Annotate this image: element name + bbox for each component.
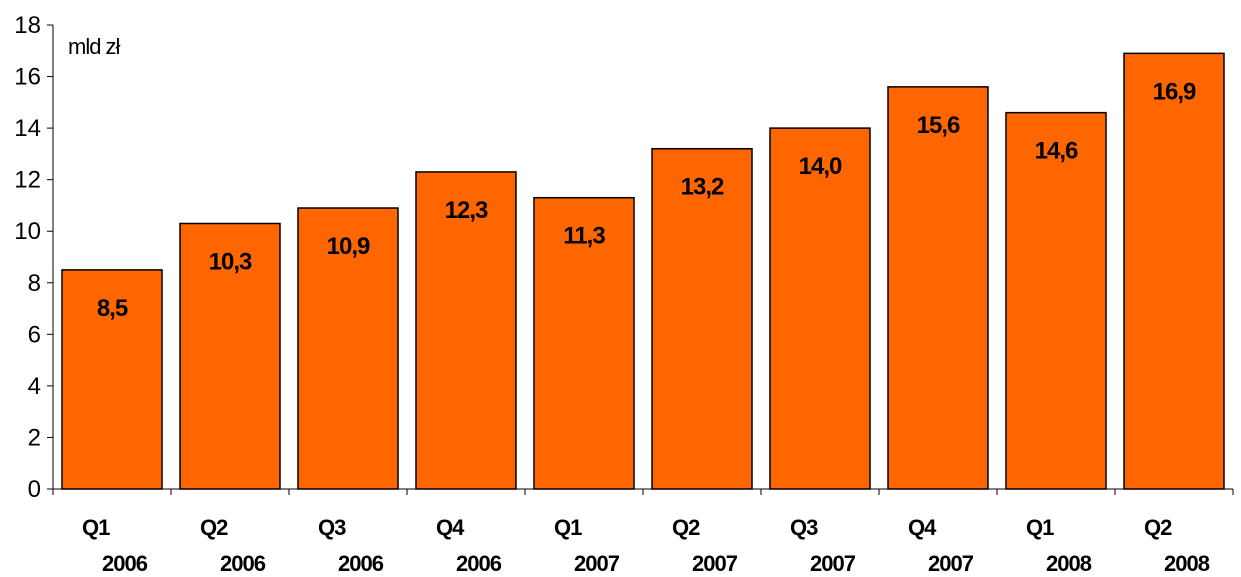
bar [297,207,399,490]
data-label: 8,5 [97,295,128,322]
data-label: 15,6 [917,112,960,139]
x-tick-label-quarter: Q1 [554,515,582,540]
x-tick-label-quarter: Q4 [436,515,465,540]
x-tick-label-quarter: Q1 [82,515,110,540]
x-tick-label-year: 2006 [338,551,384,576]
data-label: 16,9 [1153,78,1196,105]
y-tick-label: 2 [28,424,41,451]
x-axis: Q1 2006 Q2 2006 Q3 2006 Q4 2006 Q1 2007 Q2 2007 Q3 20… [52,488,1234,576]
x-tick-label-quarter: Q2 [200,515,228,540]
bar [1123,52,1225,490]
y-tick-label: 16 [14,64,41,91]
bars [61,52,1225,490]
bar [1005,111,1107,490]
x-tick-label-year: 2007 [574,551,620,576]
bar [887,86,989,490]
x-tick-label-quarter: Q4 [908,515,937,540]
bar [415,171,517,490]
x-tick-label-year: 2006 [456,551,502,576]
data-labels: 8,5 10,3 10,9 12,3 11,3 13,2 14,0 15,6 14,6 16,9 [97,78,1197,322]
y-tick-label: 12 [14,167,41,194]
y-axis: 0 2 4 6 8 10 12 14 16 18 [14,12,54,503]
y-tick-label: 18 [14,12,41,39]
bar [769,127,871,490]
bar [533,196,635,490]
x-tick-label-quarter: Q3 [318,515,346,540]
y-tick-label: 14 [14,115,41,142]
data-label: 14,0 [799,153,842,180]
y-tick-label: 10 [14,218,41,245]
data-label: 14,6 [1035,138,1078,165]
data-label: 11,3 [563,223,605,250]
x-tick-label-quarter: Q3 [790,515,818,540]
x-tick-label-quarter: Q2 [672,515,700,540]
x-tick-label-year: 2006 [220,551,266,576]
data-label: 12,3 [445,197,488,224]
x-tick-label-year: 2008 [1046,551,1092,576]
unit-label: mld zł [68,34,121,59]
y-tick-label: 4 [28,373,41,400]
data-label: 10,9 [327,233,370,260]
data-label: 13,2 [681,174,724,201]
y-tick-label: 8 [28,270,41,297]
y-tick-label: 0 [28,476,41,503]
x-tick-label-year: 2006 [102,551,148,576]
bar [179,222,281,490]
x-tick-label-year: 2008 [1164,551,1210,576]
data-label: 10,3 [209,248,252,275]
x-tick-label-quarter: Q1 [1026,515,1054,540]
y-tick-label: 6 [28,321,41,348]
x-tick-label-quarter: Q2 [1144,515,1172,540]
x-tick-label-year: 2007 [692,551,738,576]
bar [61,269,163,490]
bar [651,147,753,490]
x-tick-label-year: 2007 [928,551,974,576]
x-tick-label-year: 2007 [810,551,856,576]
